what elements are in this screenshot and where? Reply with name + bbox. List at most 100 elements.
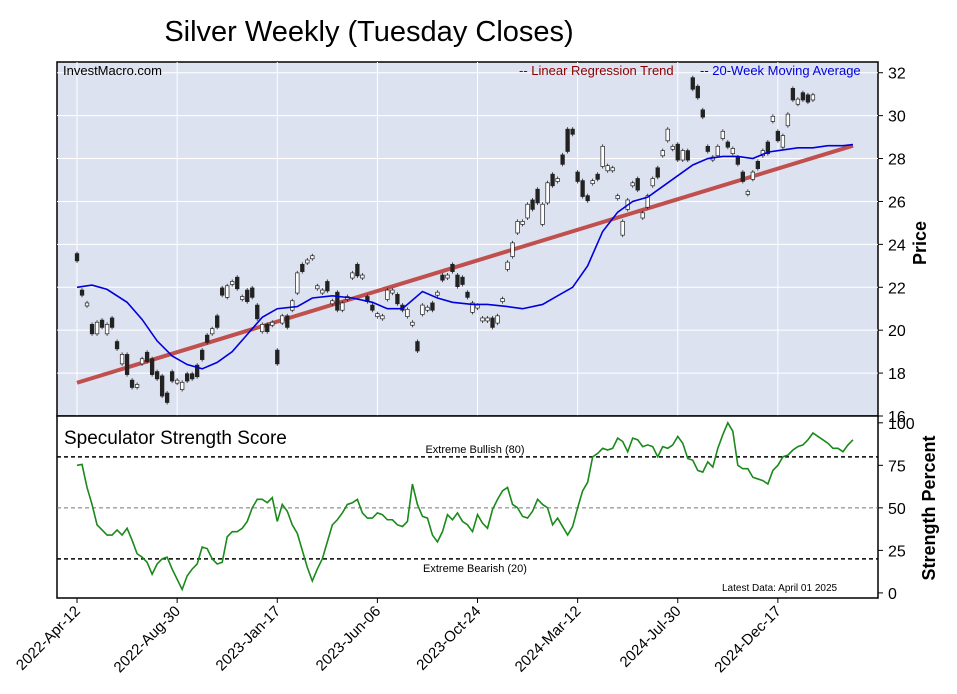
candle-body [565, 128, 570, 152]
candle-body [195, 364, 200, 378]
price-axis-label: Price [910, 221, 930, 265]
candle-body [785, 113, 791, 127]
candle-body [425, 306, 430, 311]
candle-body [305, 259, 310, 264]
moving-average-line [76, 143, 854, 370]
candle-body [310, 255, 315, 260]
candle-body [440, 274, 445, 281]
candle-body [295, 272, 300, 294]
threshold-label: Extreme Bearish (20) [423, 563, 527, 575]
candle-body [630, 182, 635, 187]
candle-body [300, 263, 305, 272]
strength-axis-label: Strength Percent [919, 435, 939, 580]
strength-thresholds: Extreme Bullish (80) Extreme Bearish (20) [57, 444, 878, 575]
legend-regression: -- Linear Regression Trend [519, 63, 674, 78]
candle-body [465, 291, 470, 298]
candle-body [124, 354, 130, 375]
candle-body [159, 375, 165, 397]
threshold-label: Extreme Bullish (80) [425, 444, 524, 456]
candle-body [550, 173, 555, 187]
candle-body [119, 354, 125, 365]
candle-body [635, 178, 640, 191]
candle-body [129, 379, 135, 388]
candle-body [420, 304, 425, 315]
candle-body [585, 195, 590, 202]
strength-tick-label: 25 [888, 543, 906, 560]
candle-body [174, 379, 180, 384]
candle-body [169, 371, 175, 382]
x-tick-label: 2022-Aug-30 [111, 603, 184, 676]
candle-body [265, 324, 270, 333]
candle-body [540, 203, 545, 225]
candle-body [745, 191, 750, 195]
candle-body [535, 188, 540, 204]
candle-body [730, 148, 735, 154]
strength-tick-label: 75 [888, 458, 906, 475]
candle-body [790, 88, 796, 101]
latest-data-label: Latest Data: April 01 2025 [722, 583, 838, 594]
candle-body [164, 392, 170, 403]
regression-trend-line [76, 143, 854, 385]
candle-body [190, 373, 195, 380]
candle-body [250, 287, 255, 298]
candle-body [740, 171, 745, 182]
candle-body [685, 150, 690, 161]
candle-body [600, 145, 605, 167]
candle-body [770, 115, 776, 122]
candle-body [395, 294, 400, 305]
candle-body [510, 242, 515, 257]
candle-body [149, 358, 155, 375]
candle-body [240, 296, 245, 300]
candle-body [235, 276, 240, 290]
price-tick-label: 22 [888, 280, 906, 297]
strength-panel-title: Speculator Strength Score [64, 428, 287, 449]
x-tick-label: 2024-Jul-30 [617, 603, 685, 671]
candle-body [139, 358, 145, 365]
candle-body [690, 77, 695, 90]
x-tick-label: 2023-Oct-24 [413, 603, 484, 674]
candle-body [455, 274, 460, 287]
candle-body [154, 371, 160, 380]
candle-body [285, 315, 290, 328]
candle-body [775, 130, 781, 142]
candle-body [695, 85, 700, 99]
candle-body [210, 328, 215, 335]
candle-body [275, 349, 280, 365]
candle-body [79, 289, 85, 296]
strength-axis-ticks: 0 25 50 75 100 [878, 416, 915, 603]
candle-body [560, 154, 565, 165]
candle-body [350, 272, 355, 279]
candle-body [335, 291, 340, 311]
candle-body [290, 300, 295, 311]
candle-body [735, 156, 740, 165]
candle-body [615, 195, 620, 200]
speculator-strength-line [76, 421, 854, 592]
candle-body [620, 221, 625, 236]
candle-body [595, 173, 600, 180]
candle-body [200, 349, 205, 360]
candle-body [800, 92, 806, 101]
candle-body [755, 160, 761, 169]
candle-body [500, 298, 505, 302]
candle-body [505, 261, 510, 270]
x-tick-label: 2023-Jan-17 [213, 603, 285, 675]
candle-body [220, 287, 225, 296]
candle-body [475, 304, 480, 309]
strength-tick-label: 50 [888, 501, 906, 518]
candle-body [260, 324, 265, 333]
candle-body [525, 203, 530, 219]
candle-body [144, 351, 150, 363]
candle-body [450, 263, 455, 272]
candle-body [530, 199, 535, 210]
candle-body [435, 291, 440, 296]
price-panel [56, 61, 879, 417]
candle-body [340, 302, 345, 311]
candle-body [134, 384, 140, 388]
candle-body [750, 171, 755, 180]
candle-body [370, 304, 375, 311]
price-tick-label: 20 [888, 323, 906, 340]
candle-body [405, 309, 410, 318]
price-tick-label: 28 [888, 152, 906, 169]
candle-body [225, 285, 230, 298]
